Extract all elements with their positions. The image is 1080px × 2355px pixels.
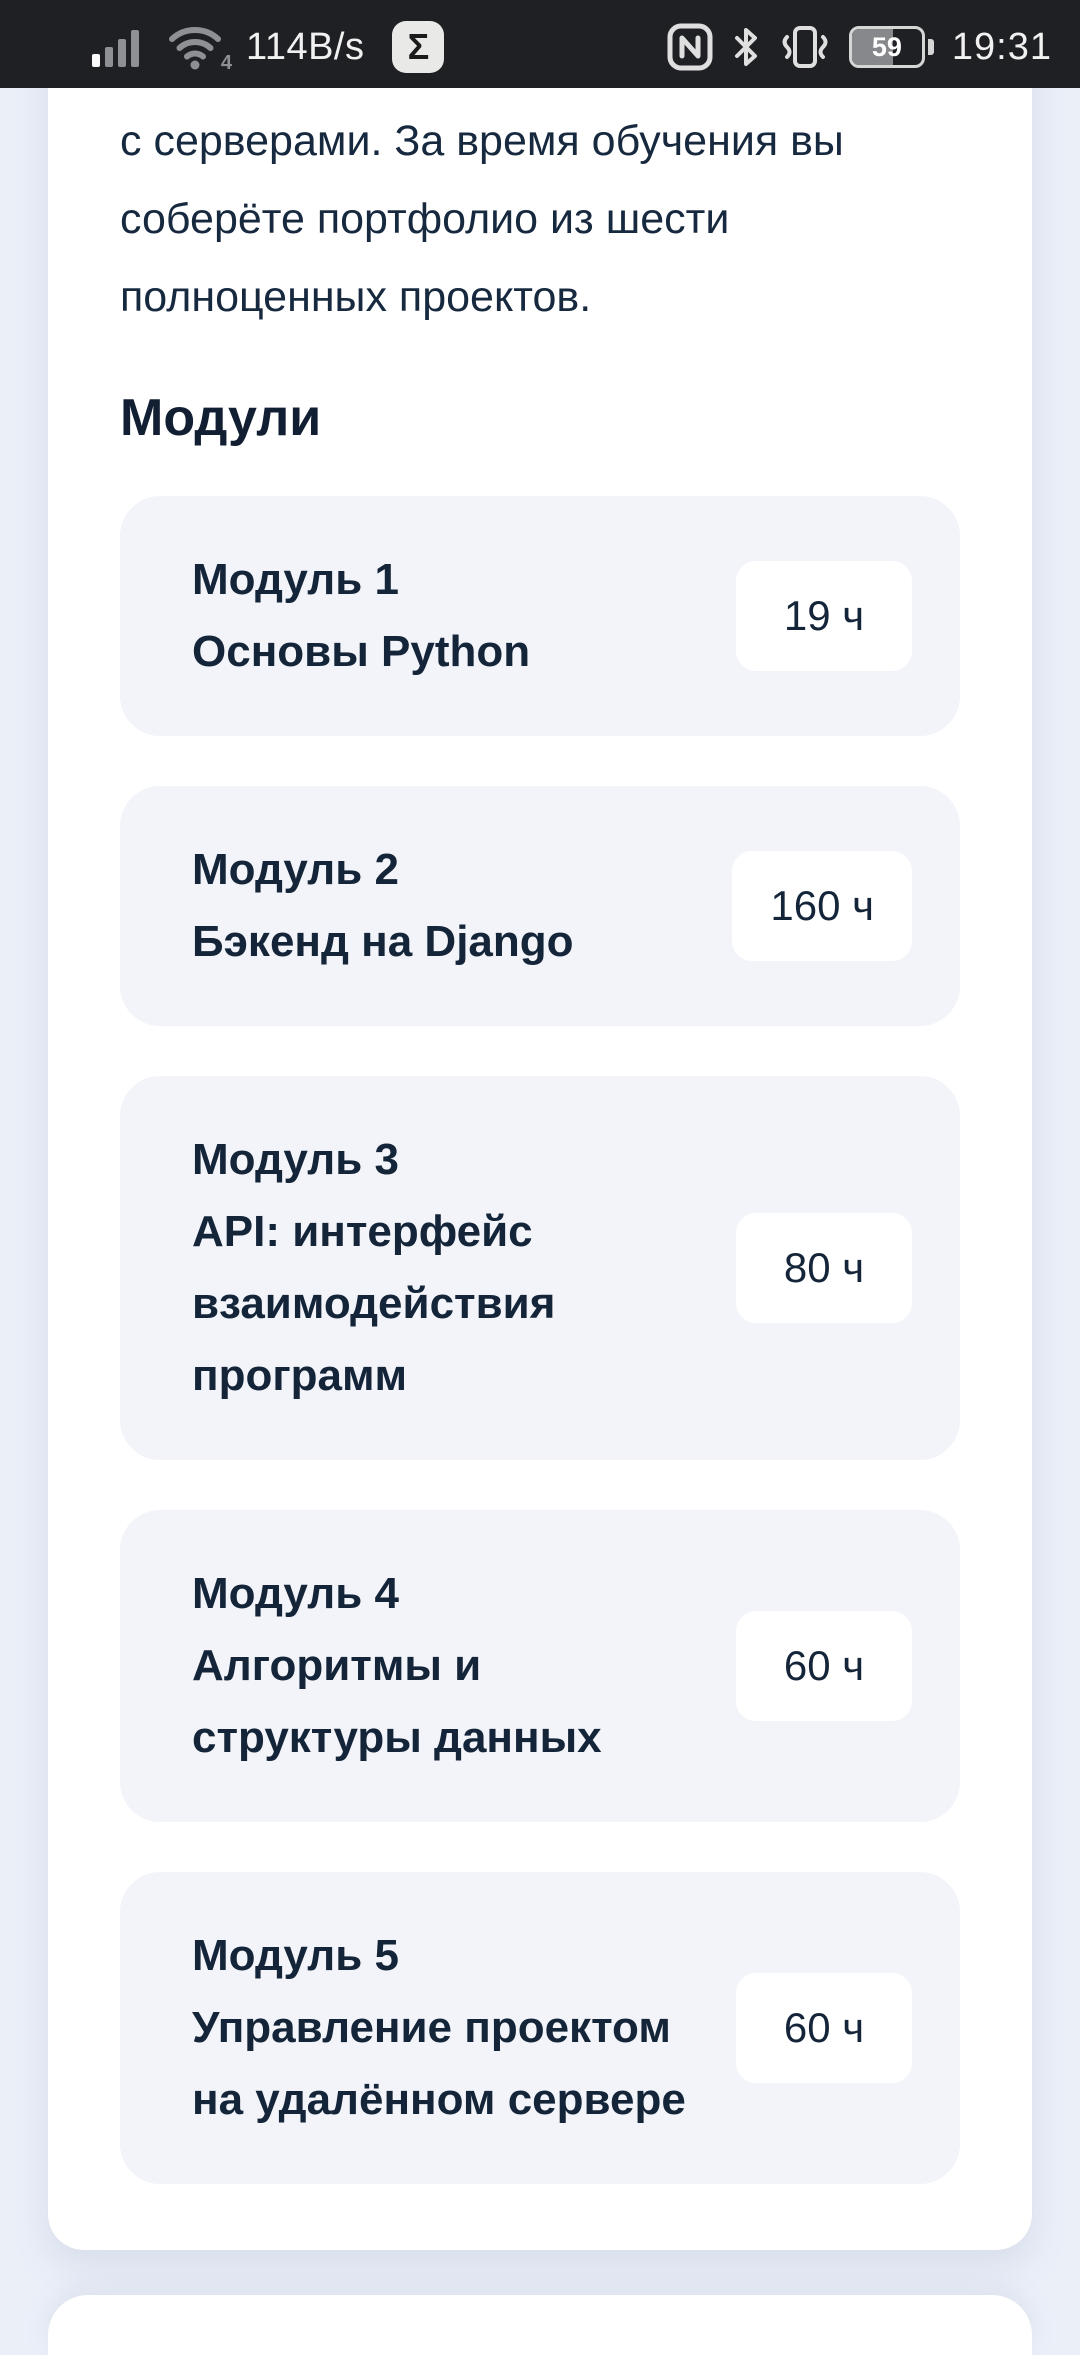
module-title: Модуль 3 [192,1135,400,1184]
battery-body: 59 [848,26,925,68]
module-card-5[interactable]: Модуль 5 Управление проектом на удалённо… [120,1872,960,2184]
module-subtitle: Бэкенд на Django [192,917,574,966]
module-text: Модуль 1 Основы Python [192,544,530,688]
module-hours-badge: 160 ч [732,851,912,961]
intro-line: полноценных проектов. [120,273,592,321]
module-hours-badge: 80 ч [736,1213,912,1323]
module-title: Модуль 2 [192,845,400,894]
battery-indicator: 59 [848,26,934,68]
module-list: Модуль 1 Основы Python 19 ч Модуль 2 Бэк… [120,496,960,2184]
wifi-speed-marker: 4 [220,52,232,74]
battery-percent: 59 [871,31,902,62]
bluetooth-icon [734,28,757,66]
module-subtitle: Основы Python [192,627,531,676]
module-subtitle: Алгоритмы и структуры данных [192,1641,602,1762]
module-title: Модуль 4 [192,1569,400,1618]
module-hours-badge: 60 ч [736,1973,912,2083]
module-title: Модуль 1 [192,555,400,604]
module-title: Модуль 5 [192,1931,400,1980]
module-card-4[interactable]: Модуль 4 Алгоритмы и структуры данных 60… [120,1510,960,1822]
intro-line: соберёте портфолио из шести [120,195,730,243]
module-text: Модуль 3 API: интерфейс взаимодействия п… [192,1124,555,1412]
nfc-icon [667,23,713,71]
module-subtitle: API: интерфейс взаимодействия программ [192,1207,556,1400]
status-bar-left: 4 114B/s Σ [92,21,445,73]
module-card-1[interactable]: Модуль 1 Основы Python 19 ч [120,496,960,736]
module-hours-badge: 60 ч [736,1611,912,1721]
vibrate-icon [782,26,828,68]
module-text: Модуль 2 Бэкенд на Django [192,834,574,978]
wifi-icon: 4 [166,23,232,73]
signal-strength-icon [92,30,139,67]
course-description-panel: веб-приложения, которые обмениваются дан… [48,0,1080,2250]
intro-line: с серверами. За время обучения вы [120,117,844,165]
battery-tip [927,39,934,55]
status-bar-right: 59 19:31 [667,23,1052,71]
next-section-panel[interactable] [48,2295,1032,2355]
sigma-notification-icon: Σ [392,21,445,73]
battery-fill [851,29,894,65]
network-speed-text: 114B/s [246,25,365,68]
module-text: Модуль 5 Управление проектом на удалённо… [192,1920,686,2136]
status-bar: 4 114B/s Σ 59 19:31 [0,0,1080,88]
module-subtitle: Управление проектом на удалённом сервере [192,2003,686,2124]
module-card-2[interactable]: Модуль 2 Бэкенд на Django 160 ч [120,786,960,1026]
section-title-modules: Модули [120,389,322,447]
module-card-3[interactable]: Модуль 3 API: интерфейс взаимодействия п… [120,1076,960,1460]
module-hours-badge: 19 ч [736,561,912,671]
clock-text: 19:31 [951,25,1052,68]
module-text: Модуль 4 Алгоритмы и структуры данных [192,1558,602,1774]
